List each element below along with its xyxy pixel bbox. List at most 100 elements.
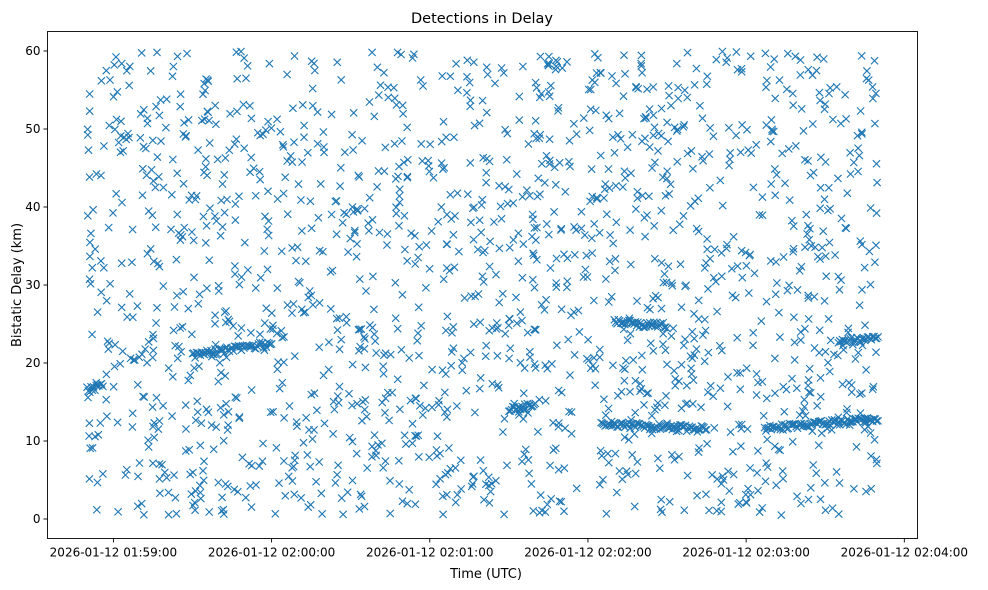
data-point <box>155 460 164 468</box>
data-point <box>717 346 726 355</box>
data-point <box>872 241 880 250</box>
data-point <box>816 392 825 401</box>
data-point <box>170 303 179 311</box>
data-point <box>125 289 134 298</box>
data-point <box>619 92 628 101</box>
data-point <box>703 235 712 243</box>
data-point <box>841 90 850 99</box>
data-point <box>820 296 829 305</box>
data-point <box>762 76 771 85</box>
data-point <box>449 133 458 142</box>
data-point <box>184 304 193 313</box>
data-point <box>202 221 211 230</box>
data-point <box>98 382 107 391</box>
data-point <box>574 306 583 315</box>
data-point <box>255 462 264 471</box>
data-point <box>541 396 550 405</box>
data-point <box>682 381 691 390</box>
data-point <box>253 342 262 351</box>
data-point <box>98 469 107 478</box>
data-point <box>522 186 531 195</box>
data-point <box>146 244 155 253</box>
data-point <box>285 402 294 410</box>
data-point <box>544 88 553 96</box>
data-point <box>543 59 552 68</box>
data-point <box>214 377 223 386</box>
data-point <box>866 204 875 212</box>
data-point <box>407 229 416 238</box>
data-point <box>518 273 527 282</box>
data-point <box>264 117 273 126</box>
data-point <box>452 59 461 68</box>
data-point <box>315 458 324 466</box>
data-point <box>623 470 632 479</box>
data-point <box>179 179 188 188</box>
data-point <box>500 510 509 519</box>
data-point <box>731 293 740 302</box>
data-point <box>498 428 507 436</box>
data-point <box>150 433 159 442</box>
data-point <box>403 155 412 164</box>
data-point <box>650 405 659 414</box>
data-point <box>608 133 617 142</box>
data-point <box>649 346 658 355</box>
data-point <box>783 286 792 295</box>
data-point <box>436 474 445 483</box>
data-point <box>795 266 804 275</box>
data-point <box>663 419 671 428</box>
data-point <box>308 84 317 93</box>
data-point <box>638 365 647 374</box>
data-point <box>470 408 479 417</box>
data-point <box>753 468 762 477</box>
data-point <box>482 178 491 187</box>
data-point <box>205 139 214 147</box>
data-point <box>155 489 164 498</box>
data-point <box>283 157 292 165</box>
data-point <box>733 333 742 342</box>
data-point <box>562 283 571 292</box>
data-point <box>774 445 783 454</box>
data-point <box>292 256 300 265</box>
data-point <box>191 195 200 204</box>
data-point <box>142 171 151 180</box>
data-point <box>418 157 427 165</box>
data-point <box>493 351 502 360</box>
data-point <box>462 386 471 395</box>
data-point <box>727 264 736 273</box>
data-point <box>695 101 704 110</box>
data-point <box>155 474 164 483</box>
data-point <box>752 370 761 378</box>
data-point <box>294 277 303 286</box>
data-point <box>191 416 200 425</box>
data-point <box>84 146 93 155</box>
data-point <box>716 176 725 185</box>
data-point <box>735 420 743 429</box>
data-point <box>88 443 97 452</box>
data-point <box>750 269 759 278</box>
data-point <box>354 325 363 334</box>
data-point <box>444 444 453 452</box>
data-point <box>223 426 232 434</box>
data-point <box>200 457 208 466</box>
data-point <box>662 391 670 400</box>
data-point <box>290 138 298 147</box>
data-point <box>601 411 610 420</box>
data-point <box>582 251 591 260</box>
data-point <box>782 385 791 394</box>
data-point <box>278 140 287 149</box>
data-point <box>139 105 148 114</box>
data-point <box>205 256 214 265</box>
data-point <box>217 506 226 515</box>
data-point <box>590 78 599 87</box>
data-point <box>235 413 244 421</box>
data-point <box>125 62 134 71</box>
data-point <box>365 193 374 202</box>
data-point <box>589 296 598 305</box>
data-point <box>171 493 180 502</box>
data-point <box>290 352 299 361</box>
data-point <box>378 398 387 407</box>
x-tick-label: 2026-01-12 02:02:00 <box>524 546 651 560</box>
data-point <box>620 365 629 374</box>
data-point <box>767 180 776 188</box>
data-point <box>113 418 122 427</box>
